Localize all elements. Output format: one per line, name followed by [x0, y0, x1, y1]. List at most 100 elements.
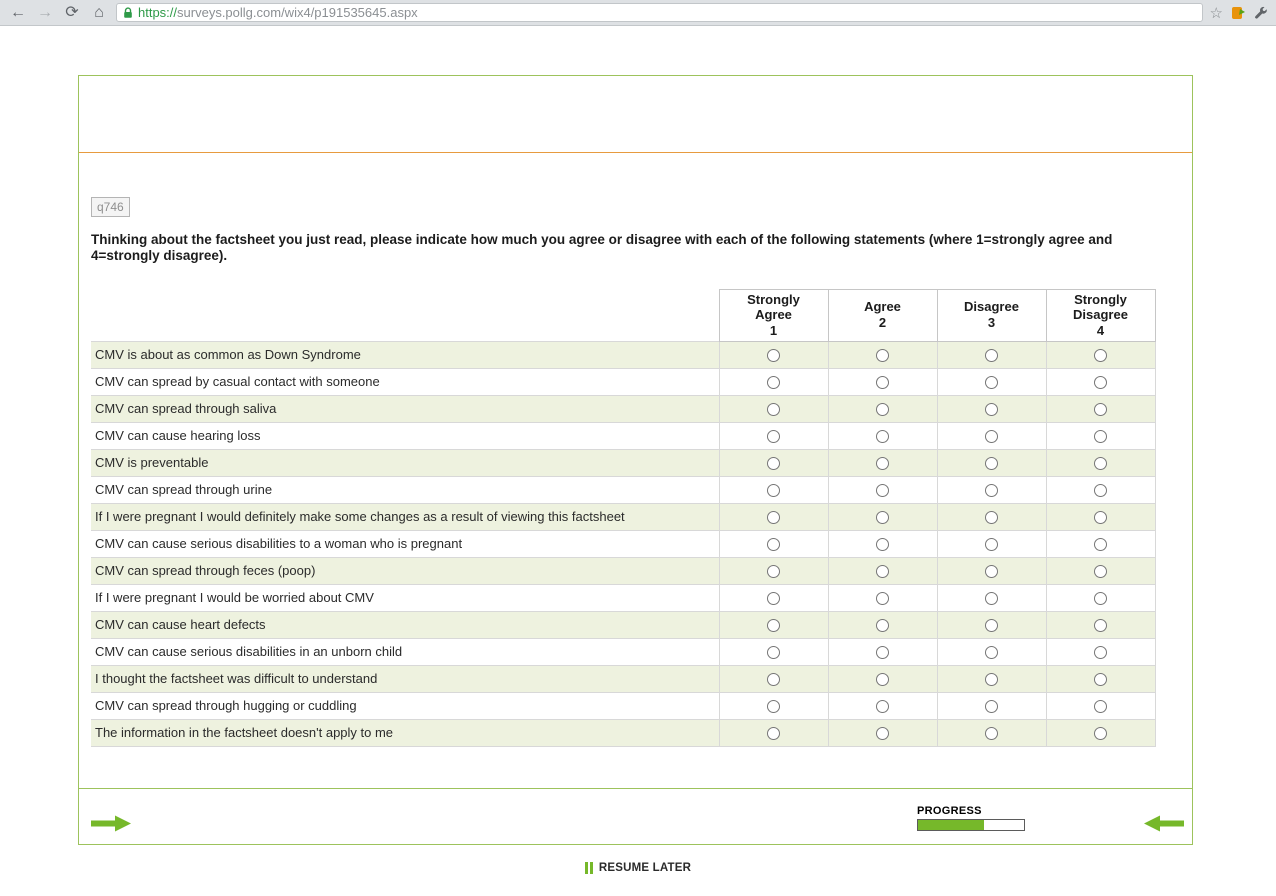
radio-option[interactable] — [985, 592, 998, 606]
radio-option[interactable] — [1094, 727, 1107, 741]
radio-option[interactable] — [1094, 349, 1107, 363]
radio-option[interactable] — [985, 457, 998, 471]
radio-option[interactable] — [876, 646, 889, 660]
radio-option[interactable] — [876, 700, 889, 714]
radio-option[interactable] — [876, 376, 889, 390]
radio-cell — [718, 502, 829, 531]
radio-option[interactable] — [767, 430, 780, 444]
radio-option[interactable] — [767, 349, 780, 363]
radio-option[interactable] — [985, 349, 998, 363]
radio-option[interactable] — [985, 673, 998, 687]
radio-option[interactable] — [985, 727, 998, 741]
radio-option[interactable] — [1094, 538, 1107, 552]
radio-option[interactable] — [876, 403, 889, 417]
green-arrow-left-button[interactable] — [1144, 815, 1184, 835]
radio-option[interactable] — [767, 376, 780, 390]
radio-option[interactable] — [1094, 484, 1107, 498]
column-value: 3 — [987, 315, 996, 331]
radio-option[interactable] — [767, 457, 780, 471]
radio-option[interactable] — [876, 484, 889, 498]
radio-option[interactable] — [876, 349, 889, 363]
radio-option[interactable] — [985, 700, 998, 714]
table-row: CMV can cause hearing loss — [91, 421, 1156, 450]
radio-cell — [1045, 556, 1156, 585]
back-icon[interactable]: ← — [10, 3, 26, 21]
radio-option[interactable] — [876, 511, 889, 525]
radio-option[interactable] — [1094, 511, 1107, 525]
reload-icon[interactable]: ⟳ — [65, 3, 79, 21]
radio-option[interactable] — [1094, 457, 1107, 471]
radio-option[interactable] — [985, 565, 998, 579]
radio-option[interactable] — [876, 457, 889, 471]
address-bar[interactable]: https://surveys.pollg.com/wix4/p19153564… — [116, 3, 1203, 22]
arrow-right-icon — [91, 815, 131, 832]
radio-option[interactable] — [1094, 619, 1107, 633]
radio-option[interactable] — [876, 673, 889, 687]
radio-option[interactable] — [767, 538, 780, 552]
radio-option[interactable] — [985, 376, 998, 390]
extension-icon[interactable] — [1231, 5, 1246, 20]
radio-cell — [1045, 421, 1156, 450]
statement-label: CMV can spread by casual contact with so… — [91, 367, 720, 396]
radio-cell — [827, 583, 938, 612]
radio-cell — [936, 367, 1047, 396]
statement-label: CMV is about as common as Down Syndrome — [91, 340, 720, 369]
radio-option[interactable] — [1094, 673, 1107, 687]
statement-label: CMV can spread through saliva — [91, 394, 720, 423]
home-icon[interactable]: ⌂ — [94, 3, 104, 21]
forward-icon[interactable]: → — [37, 3, 53, 21]
radio-option[interactable] — [767, 484, 780, 498]
question-text: Thinking about the factsheet you just re… — [91, 232, 1113, 264]
radio-option[interactable] — [767, 727, 780, 741]
radio-cell — [1045, 340, 1156, 369]
bookmark-star-icon[interactable]: ☆ — [1209, 4, 1223, 22]
radio-option[interactable] — [876, 565, 889, 579]
radio-option[interactable] — [985, 430, 998, 444]
radio-option[interactable] — [876, 619, 889, 633]
wrench-menu-icon[interactable] — [1254, 6, 1268, 20]
radio-cell — [827, 637, 938, 666]
radio-option[interactable] — [985, 484, 998, 498]
radio-option[interactable] — [876, 430, 889, 444]
radio-option[interactable] — [767, 673, 780, 687]
radio-option[interactable] — [985, 511, 998, 525]
radio-option[interactable] — [985, 538, 998, 552]
radio-cell — [718, 367, 829, 396]
radio-option[interactable] — [1094, 592, 1107, 606]
resume-later-button[interactable]: RESUME LATER — [584, 862, 691, 874]
radio-option[interactable] — [876, 727, 889, 741]
column-header-agree: Agree 2 — [827, 288, 938, 342]
green-arrow-right-button[interactable] — [91, 815, 131, 835]
radio-option[interactable] — [1094, 430, 1107, 444]
radio-option[interactable] — [1094, 403, 1107, 417]
radio-option[interactable] — [985, 619, 998, 633]
radio-option[interactable] — [767, 403, 780, 417]
radio-cell — [936, 502, 1047, 531]
radio-cell — [1045, 664, 1156, 693]
radio-option[interactable] — [767, 646, 780, 660]
page-body: q746 Thinking about the factsheet you ju… — [0, 75, 1276, 896]
table-row: CMV is about as common as Down Syndrome — [91, 340, 1156, 369]
radio-option[interactable] — [767, 619, 780, 633]
column-label: Disagree — [964, 299, 1019, 315]
radio-option[interactable] — [767, 700, 780, 714]
radio-option[interactable] — [1094, 700, 1107, 714]
radio-option[interactable] — [1094, 565, 1107, 579]
arrow-left-icon — [1144, 815, 1184, 832]
radio-cell — [936, 610, 1047, 639]
radio-option[interactable] — [876, 592, 889, 606]
radio-option[interactable] — [1094, 376, 1107, 390]
radio-cell — [936, 637, 1047, 666]
radio-option[interactable] — [876, 538, 889, 552]
radio-cell — [1045, 394, 1156, 423]
radio-option[interactable] — [767, 565, 780, 579]
radio-option[interactable] — [1094, 646, 1107, 660]
radio-option[interactable] — [985, 403, 998, 417]
radio-option[interactable] — [767, 592, 780, 606]
statement-label: CMV can cause serious disabilities to a … — [91, 529, 720, 558]
radio-option[interactable] — [985, 646, 998, 660]
radio-option[interactable] — [767, 511, 780, 525]
progress-fill — [918, 820, 984, 830]
radio-cell — [827, 448, 938, 477]
radio-cell — [718, 664, 829, 693]
